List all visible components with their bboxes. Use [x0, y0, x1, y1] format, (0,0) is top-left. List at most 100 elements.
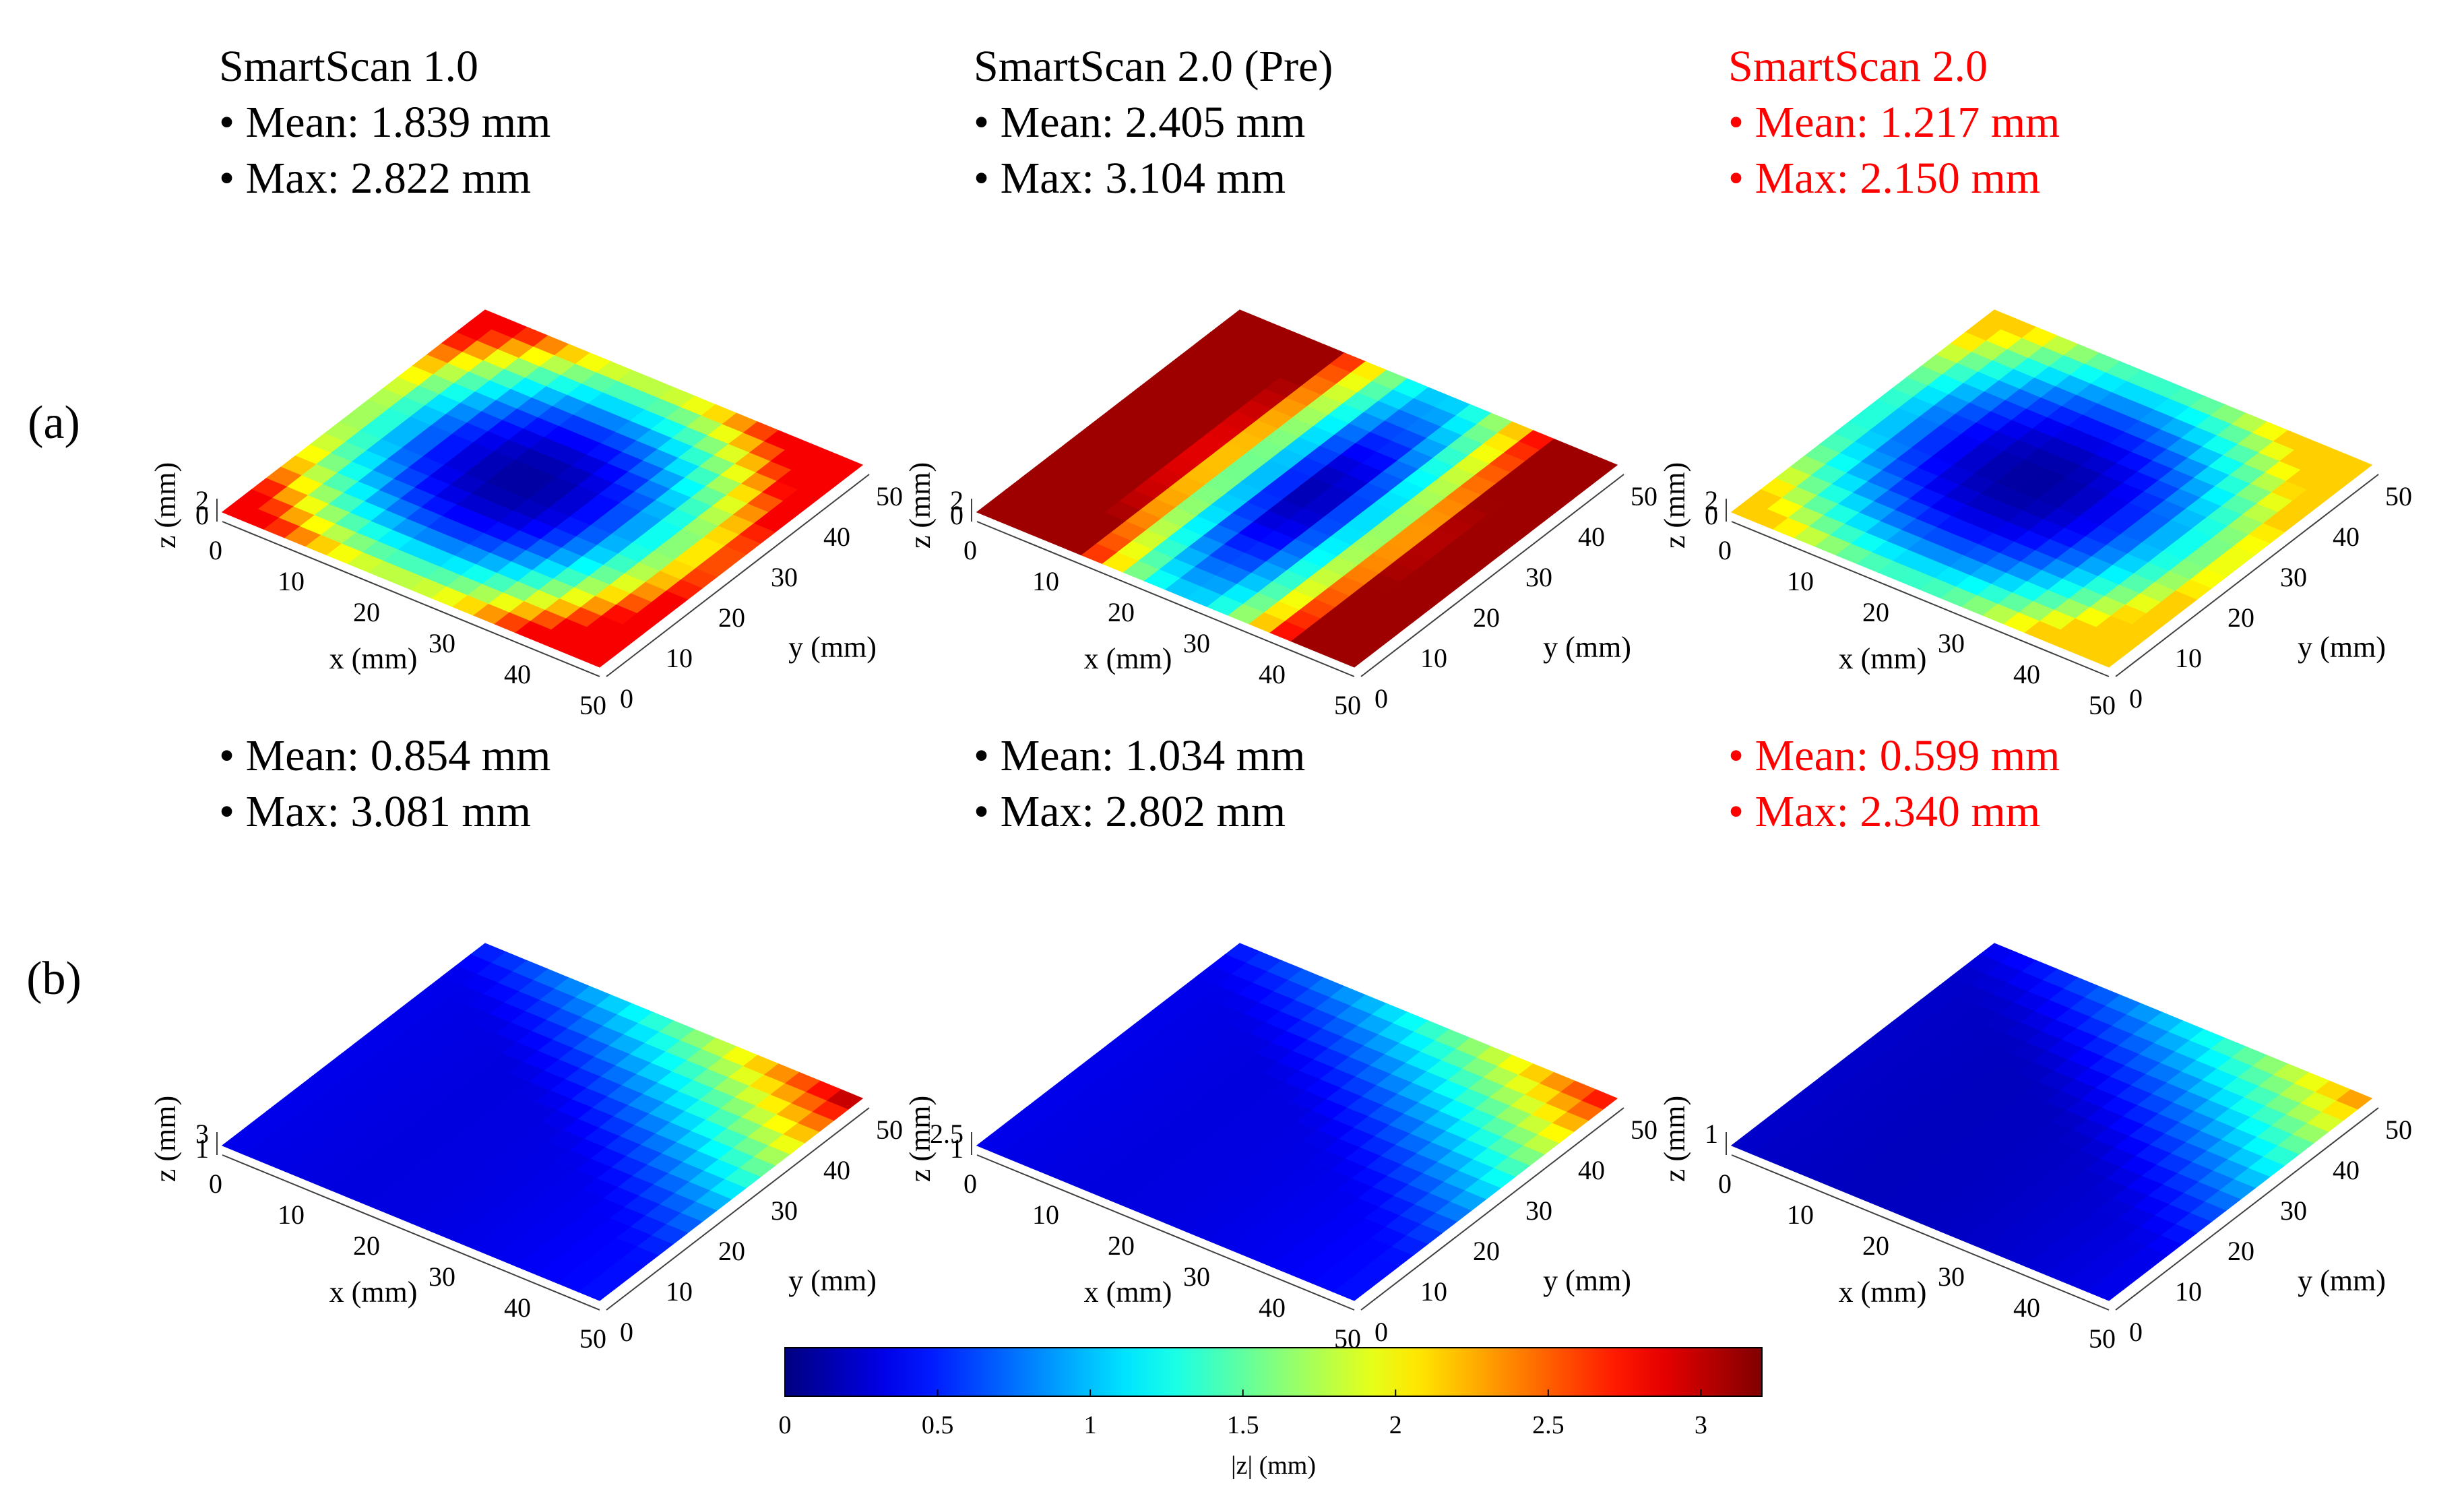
colorbar-tick-label: 1.5: [1227, 1411, 1259, 1439]
x-tick-label: 20: [1108, 1230, 1135, 1261]
row-label: (a): [28, 397, 80, 449]
y-tick-label: 20: [718, 602, 745, 633]
y-axis-label: y (mm): [2298, 631, 2386, 664]
panel-b2: • Mean: 1.034 mm• Max: 2.802 mm010203040…: [904, 731, 1657, 1354]
x-tick-label: 0: [964, 535, 977, 565]
mean-stat: • Mean: 0.599 mm: [1728, 731, 2060, 780]
x-tick-label: 30: [1183, 628, 1210, 658]
panel-b1: • Mean: 0.854 mm• Max: 3.081 mm010203040…: [149, 731, 903, 1354]
panel-a3: SmartScan 2.0 • Mean: 1.217 mm • Max: 2.15…: [1658, 42, 2412, 720]
panel-title: SmartScan 2.0 (Pre): [974, 42, 1333, 91]
x-tick-label: 40: [2013, 659, 2040, 689]
panel-b3: • Mean: 0.599 mm• Max: 2.340 mm010203040…: [1658, 731, 2412, 1354]
x-tick-label: 50: [579, 690, 606, 720]
z-tick-label: 2: [195, 485, 209, 515]
surface-mesh: [1730, 943, 2373, 1301]
y-axis-label: y (mm): [788, 631, 877, 664]
z-tick-label: 2: [950, 485, 964, 515]
z-axis-label: z (mm): [149, 462, 182, 549]
x-axis-line: [976, 521, 1355, 677]
x-tick-label: 0: [1718, 535, 1732, 565]
surface-mesh: [221, 309, 864, 668]
x-tick-label: 0: [1718, 1168, 1732, 1199]
y-tick-label: 10: [2175, 1276, 2202, 1307]
y-tick-label: 20: [2228, 1236, 2254, 1266]
y-tick-label: 40: [1578, 1155, 1605, 1185]
y-tick-label: 10: [1420, 643, 1447, 673]
x-tick-label: 20: [1108, 597, 1135, 627]
x-axis-label: x (mm): [329, 642, 418, 675]
x-tick-label: 40: [504, 659, 531, 689]
x-tick-label: 30: [1183, 1261, 1210, 1292]
x-axis-line: [1731, 1154, 2110, 1311]
x-tick-label: 0: [964, 1168, 977, 1199]
z-tick-label: 1: [195, 1133, 209, 1164]
y-axis-line: [606, 474, 870, 677]
z-tick-label: 3: [195, 1119, 209, 1149]
colorbar-tick-label: 2: [1389, 1411, 1402, 1439]
y-tick-label: 20: [2228, 602, 2254, 633]
surface-mesh: [1730, 309, 2373, 668]
y-tick-label: 20: [718, 1236, 745, 1266]
y-tick-label: 50: [2385, 481, 2412, 511]
y-axis-label: y (mm): [1543, 1264, 1631, 1297]
x-tick-label: 0: [209, 535, 222, 565]
x-tick-label: 30: [1938, 628, 1965, 658]
mean-stat: • Mean: 2.405 mm: [974, 98, 1305, 147]
x-tick-label: 10: [278, 566, 305, 596]
y-tick-label: 40: [1578, 522, 1605, 552]
colorbar-tick-label: 0: [779, 1411, 792, 1439]
surface-cell: [577, 1280, 615, 1301]
z-tick-label: 2: [1705, 485, 1718, 515]
y-tick-label: 10: [666, 1276, 693, 1307]
y-tick-label: 10: [1420, 1276, 1447, 1307]
x-tick-label: 40: [1259, 1292, 1286, 1323]
surface-cell: [1332, 646, 1370, 668]
y-tick-label: 0: [1375, 1317, 1388, 1347]
y-tick-label: 30: [771, 562, 798, 592]
y-axis-line: [606, 1107, 870, 1311]
surface-cell: [2087, 1280, 2124, 1301]
y-tick-label: 0: [2129, 1317, 2143, 1347]
y-tick-label: 40: [823, 522, 850, 552]
max-stat: • Max: 2.802 mm: [974, 787, 1286, 836]
y-tick-label: 0: [620, 683, 633, 714]
x-tick-label: 40: [504, 1292, 531, 1323]
x-tick-label: 30: [429, 628, 455, 658]
x-tick-label: 20: [1862, 1230, 1889, 1261]
x-tick-label: 10: [1787, 566, 1814, 596]
z-axis-label: z (mm): [904, 1096, 937, 1182]
y-tick-label: 10: [666, 643, 693, 673]
x-axis-label: x (mm): [1084, 642, 1172, 675]
y-tick-label: 20: [1473, 1236, 1500, 1266]
surface-cell: [1332, 1280, 1370, 1301]
z-tick-label: 0: [950, 500, 964, 530]
z-tick-label: 1: [1705, 1119, 1718, 1149]
colorbar-tick-label: 2.5: [1532, 1411, 1565, 1439]
y-tick-label: 0: [1375, 683, 1388, 714]
y-tick-label: 30: [771, 1195, 798, 1226]
x-tick-label: 0: [209, 1168, 222, 1199]
mean-stat: • Mean: 0.854 mm: [219, 731, 550, 780]
colorbar-tick-label: 1: [1084, 1411, 1097, 1439]
z-tick-label: 1: [950, 1133, 964, 1164]
y-tick-label: 30: [2280, 562, 2307, 592]
y-tick-label: 0: [620, 1317, 633, 1347]
x-tick-label: 50: [1334, 690, 1361, 720]
x-tick-label: 30: [429, 1261, 455, 1292]
y-axis-line: [1360, 1107, 1624, 1311]
surface-mesh: [976, 943, 1618, 1301]
z-tick-label: 0: [1705, 500, 1718, 530]
colorbar-gradient: [784, 1347, 1763, 1397]
x-axis-label: x (mm): [329, 1276, 418, 1309]
x-tick-label: 20: [353, 1230, 380, 1261]
y-tick-label: 30: [1525, 562, 1552, 592]
colorbar: 0 0.5 1 1.5 2 2.5 3 |z| (mm): [779, 1347, 1763, 1480]
z-axis-label: z (mm): [1658, 1096, 1691, 1182]
x-tick-label: 10: [1032, 1199, 1059, 1230]
surface-cell: [577, 646, 615, 668]
x-axis-label: x (mm): [1084, 1276, 1172, 1309]
mean-stat: • Mean: 1.217 mm: [1728, 98, 2060, 147]
x-tick-label: 10: [1032, 566, 1059, 596]
